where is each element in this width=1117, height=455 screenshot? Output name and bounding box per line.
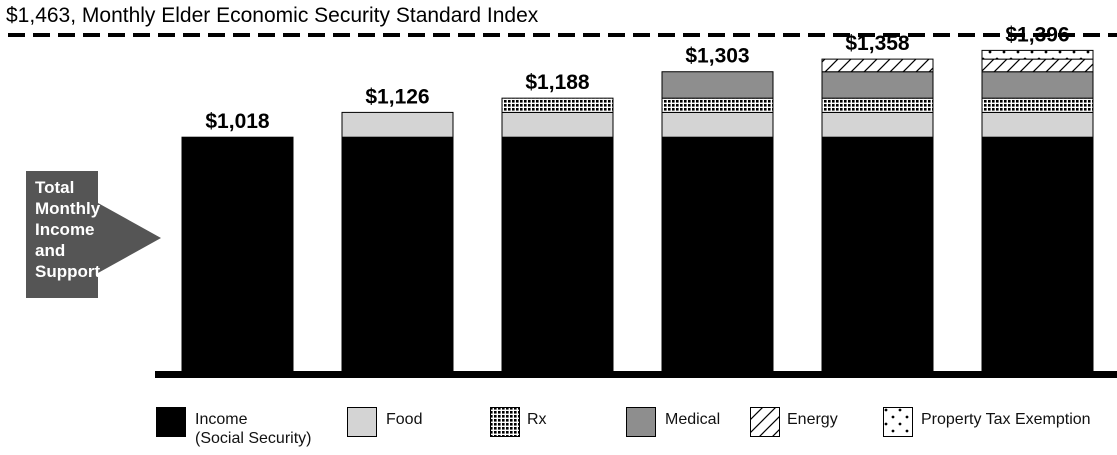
bar-total-label: $1,188 — [525, 71, 590, 94]
bar-segment-income-social-security — [341, 136, 454, 372]
bar-total-label: $1,303 — [685, 45, 749, 68]
legend-label-line: Income — [195, 411, 248, 428]
bar-segment-rx — [661, 97, 774, 113]
legend-label-property-tax: Property Tax Exemption — [921, 411, 1091, 428]
legend-label-line: (Social Security) — [195, 430, 312, 447]
bar-segment-income-social-security — [981, 136, 1094, 372]
legend-swatch-food — [347, 407, 377, 437]
legend-label-medical: Medical — [665, 411, 721, 428]
bar-segment-rx — [501, 97, 614, 113]
bar-segment-rx — [981, 97, 1094, 113]
legend-swatch-property-tax — [883, 407, 913, 437]
callout-text: Total Monthly Income and Support — [35, 177, 101, 282]
legend-label-food: Food — [386, 411, 423, 428]
bar-segment-medical — [821, 71, 934, 99]
callout-line: Support — [35, 262, 101, 281]
bar-segment-food — [981, 111, 1094, 138]
bar-total-label: $1,126 — [365, 85, 429, 108]
bar-segment-food — [821, 111, 934, 138]
callout-arrow-shape — [26, 171, 161, 298]
bar-segment-energy — [981, 58, 1094, 73]
legend-label-income: Income (Social Security) — [195, 410, 311, 448]
callout-line: Income — [35, 220, 95, 239]
reference-line-label: $1,463, Monthly Elder Economic Security … — [6, 4, 539, 27]
bar-segment-property-tax-exemption — [981, 49, 1094, 60]
bar-total-label: $1,018 — [205, 110, 270, 133]
bar-segment-food — [341, 111, 454, 138]
bar-segment-income-social-security — [181, 136, 294, 372]
bar-segment-medical — [661, 71, 774, 99]
bar-segment-food — [661, 111, 774, 138]
legend-swatch-energy — [750, 407, 780, 437]
legend-label-energy: Energy — [787, 411, 838, 428]
bar-segment-income-social-security — [821, 136, 934, 372]
bar-segment-food — [501, 111, 614, 138]
bar-segment-energy — [821, 58, 934, 73]
bar-segment-medical — [981, 71, 1094, 99]
bar-segment-rx — [821, 97, 934, 113]
legend-swatch-medical — [626, 407, 656, 437]
baseline-axis — [155, 371, 1117, 378]
bar-segment-income-social-security — [501, 136, 614, 372]
legend-swatch-income — [156, 407, 186, 437]
callout-line: Total — [35, 178, 75, 197]
bar-segment-income-social-security — [661, 136, 774, 372]
bar-total-label: $1,358 — [845, 32, 910, 55]
callout-line: Monthly — [35, 199, 101, 218]
legend: Income (Social Security) Food Rx Medical… — [0, 405, 1117, 455]
callout-line: and — [35, 241, 66, 260]
total-income-callout: Total Monthly Income and Support — [26, 171, 161, 298]
legend-label-rx: Rx — [527, 411, 547, 428]
legend-swatch-rx — [490, 407, 520, 437]
